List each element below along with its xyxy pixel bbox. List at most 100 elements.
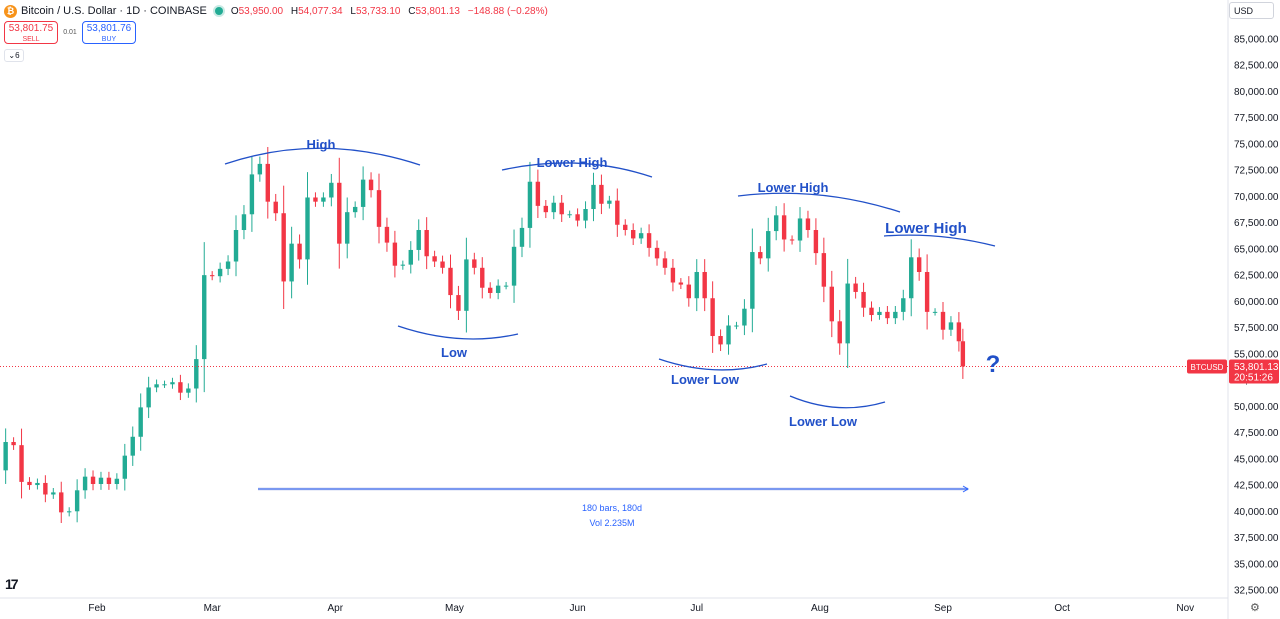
candle-body bbox=[186, 388, 191, 393]
y-tick-label: 37,500.00 bbox=[1234, 533, 1279, 544]
candle-body bbox=[154, 384, 159, 388]
candle-body bbox=[615, 200, 620, 225]
y-tick-label: 77,500.00 bbox=[1234, 113, 1279, 124]
candle-body bbox=[694, 271, 699, 299]
candle-body bbox=[630, 230, 636, 239]
candle-body bbox=[535, 181, 541, 206]
y-tick-label: 45,000.00 bbox=[1234, 454, 1279, 465]
x-tick-label: Jul bbox=[690, 603, 703, 614]
candle-body bbox=[686, 284, 692, 299]
chevron-down-icon: ⌄ bbox=[8, 51, 16, 60]
candle-body bbox=[503, 285, 509, 287]
candle-body bbox=[960, 341, 966, 367]
candle-body bbox=[940, 311, 946, 330]
candle-body bbox=[289, 243, 294, 282]
candle-body bbox=[209, 275, 215, 277]
candle-body bbox=[321, 197, 326, 202]
candle-body bbox=[797, 218, 803, 241]
sell-label: SELL bbox=[22, 36, 40, 43]
symbol-header: ₿ Bitcoin / U.S. Dollar · 1D · COINBASE … bbox=[4, 3, 553, 19]
annotation-label: Lower High bbox=[885, 220, 967, 237]
candle-body bbox=[360, 179, 366, 207]
candle-body bbox=[750, 252, 755, 309]
candle-body bbox=[114, 478, 120, 484]
candle-body bbox=[273, 201, 278, 214]
candle-body bbox=[948, 322, 954, 330]
candle-body bbox=[416, 230, 421, 250]
market-open-icon bbox=[214, 7, 223, 15]
price-tag-symbol: BTCUSD bbox=[1191, 363, 1224, 372]
candle-body bbox=[519, 227, 525, 247]
candle-body bbox=[19, 445, 24, 482]
candle-body bbox=[495, 285, 501, 293]
indicators-toggle-button[interactable]: ⌄ 6 bbox=[4, 49, 24, 62]
candle-body bbox=[249, 174, 255, 215]
candle-body bbox=[43, 482, 48, 495]
y-tick-label: 40,000.00 bbox=[1234, 507, 1279, 518]
symbol-title[interactable]: Bitcoin / U.S. Dollar · 1D · COINBASE bbox=[21, 5, 207, 17]
candle-body bbox=[837, 321, 842, 344]
candle-body bbox=[734, 325, 739, 327]
candle-body bbox=[337, 182, 342, 244]
annotation-label: Lower High bbox=[758, 180, 829, 195]
range-arrow-icon bbox=[962, 485, 969, 493]
last-price-label: 53,801.13 bbox=[1234, 362, 1279, 373]
ohlc-high: 54,077.34 bbox=[298, 5, 343, 17]
candle-body bbox=[527, 181, 533, 228]
annotation-arc bbox=[397, 325, 519, 340]
annotation-label: Lower High bbox=[537, 155, 608, 170]
candle-body bbox=[400, 264, 406, 266]
candle-body bbox=[901, 298, 906, 312]
candle-body bbox=[368, 179, 374, 191]
candle-body bbox=[678, 282, 684, 285]
candle-body bbox=[106, 477, 112, 484]
candle-body bbox=[853, 283, 858, 292]
y-tick-label: 55,000.00 bbox=[1234, 349, 1279, 360]
candle-body bbox=[376, 190, 382, 227]
candle-body bbox=[281, 213, 286, 282]
ohlc-close-key: C bbox=[408, 5, 416, 17]
candle-body bbox=[662, 258, 668, 268]
candle-body bbox=[464, 259, 469, 311]
buy-button[interactable]: 53,801.76 BUY bbox=[82, 21, 136, 44]
candle-body bbox=[297, 243, 302, 260]
range-bars-label: 180 bars, 180d bbox=[582, 503, 642, 513]
candle-body bbox=[718, 336, 723, 345]
gear-icon[interactable]: ⚙ bbox=[1250, 602, 1260, 614]
candle-body bbox=[480, 267, 485, 288]
candle-body bbox=[170, 382, 175, 385]
indicators-count: 6 bbox=[15, 51, 20, 60]
candle-body bbox=[551, 202, 556, 213]
question-mark-annotation: ? bbox=[986, 351, 1001, 378]
candle-body bbox=[702, 271, 707, 299]
ohlc-low: 53,733.10 bbox=[355, 5, 401, 17]
candle-body bbox=[51, 492, 56, 495]
price-tag-symbol-box bbox=[1187, 359, 1227, 374]
candle-body bbox=[257, 163, 263, 175]
candle-body bbox=[408, 249, 413, 265]
annotation-arc bbox=[224, 147, 421, 166]
annotation-arc bbox=[789, 395, 886, 409]
sell-button[interactable]: 53,801.75 SELL bbox=[4, 21, 58, 44]
candle-body bbox=[726, 325, 731, 345]
candle-body bbox=[956, 322, 962, 342]
candle-body bbox=[885, 311, 890, 319]
y-tick-label: 72,500.00 bbox=[1234, 166, 1279, 177]
currency-select[interactable]: USD bbox=[1229, 2, 1274, 19]
spread-value: 0.01 bbox=[63, 29, 77, 36]
y-tick-label: 62,500.00 bbox=[1234, 271, 1279, 282]
candle-body bbox=[511, 246, 517, 286]
candle-body bbox=[829, 286, 834, 322]
y-tick-label: 57,500.00 bbox=[1234, 323, 1279, 334]
candle-body bbox=[559, 202, 564, 215]
candle-body bbox=[869, 307, 874, 316]
candle-body bbox=[3, 442, 8, 471]
candle-body bbox=[392, 242, 398, 266]
buy-label: BUY bbox=[101, 36, 117, 43]
candle-body bbox=[781, 215, 787, 240]
tradingview-logo-icon[interactable]: 17 bbox=[5, 576, 19, 592]
candle-body bbox=[130, 436, 135, 456]
candle-body bbox=[82, 476, 88, 491]
candle-body bbox=[638, 233, 644, 239]
